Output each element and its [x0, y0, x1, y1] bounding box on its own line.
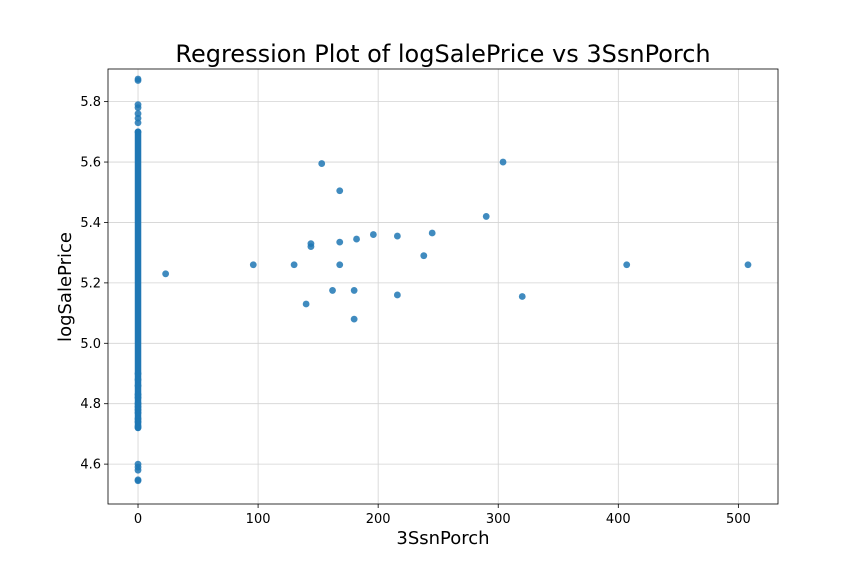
data-point	[162, 270, 170, 278]
x-tick-label: 200	[366, 512, 391, 527]
data-point	[428, 229, 436, 237]
y-tick-label: 4.8	[80, 397, 101, 412]
data-point	[393, 232, 401, 240]
x-tick-label: 0	[134, 512, 142, 527]
data-point	[318, 160, 326, 167]
data-point	[307, 243, 315, 251]
data-point	[134, 382, 142, 389]
data-point	[744, 261, 752, 269]
data-point	[420, 252, 428, 260]
data-point	[518, 293, 526, 300]
scatter-points	[162, 158, 752, 323]
plot-frame	[107, 68, 779, 505]
data-point	[329, 287, 336, 294]
data-point	[134, 370, 142, 377]
y-tick-label: 5.4	[80, 216, 101, 231]
y-tick-label: 5.2	[80, 276, 101, 291]
data-point	[369, 231, 377, 238]
data-point	[623, 261, 631, 269]
data-point	[302, 300, 310, 308]
data-point	[482, 213, 490, 220]
x-tick-label: 100	[246, 512, 271, 527]
data-point	[134, 415, 142, 423]
y-tick-label: 5.8	[80, 95, 101, 110]
data-point	[393, 291, 401, 299]
y-axis-ticks: 4.6 4.8 5.0 5.2 5.4 5.6 5.8	[80, 95, 108, 473]
zero-value-column	[134, 75, 142, 485]
data-point	[336, 187, 344, 195]
x-axis-ticks: 0 100 200 300 400 500	[134, 504, 751, 527]
x-tick-label: 500	[726, 512, 751, 527]
data-point	[290, 261, 298, 269]
data-point	[134, 391, 142, 399]
data-point	[336, 238, 344, 246]
y-axis-label: logSalePrice	[55, 232, 76, 342]
data-point	[499, 158, 507, 166]
data-point	[336, 261, 344, 269]
data-point	[353, 235, 360, 243]
y-tick-label: 5.6	[80, 156, 101, 171]
data-point	[134, 376, 142, 383]
chart-title: Regression Plot of logSalePrice vs 3SsnP…	[175, 40, 710, 68]
data-point	[134, 400, 142, 408]
x-tick-label: 300	[486, 512, 511, 527]
data-point	[134, 110, 142, 118]
x-axis-label: 3SsnPorch	[396, 528, 489, 549]
data-point	[134, 460, 142, 468]
data-point	[249, 261, 257, 269]
data-point	[350, 315, 358, 323]
y-tick-label: 5.0	[80, 337, 101, 352]
grid	[108, 69, 778, 504]
data-point	[134, 101, 142, 109]
data-point	[134, 476, 142, 484]
data-point	[350, 287, 358, 294]
data-point	[134, 128, 142, 136]
x-tick-label: 400	[606, 512, 631, 527]
data-point	[134, 75, 142, 83]
y-tick-label: 4.6	[80, 458, 101, 473]
